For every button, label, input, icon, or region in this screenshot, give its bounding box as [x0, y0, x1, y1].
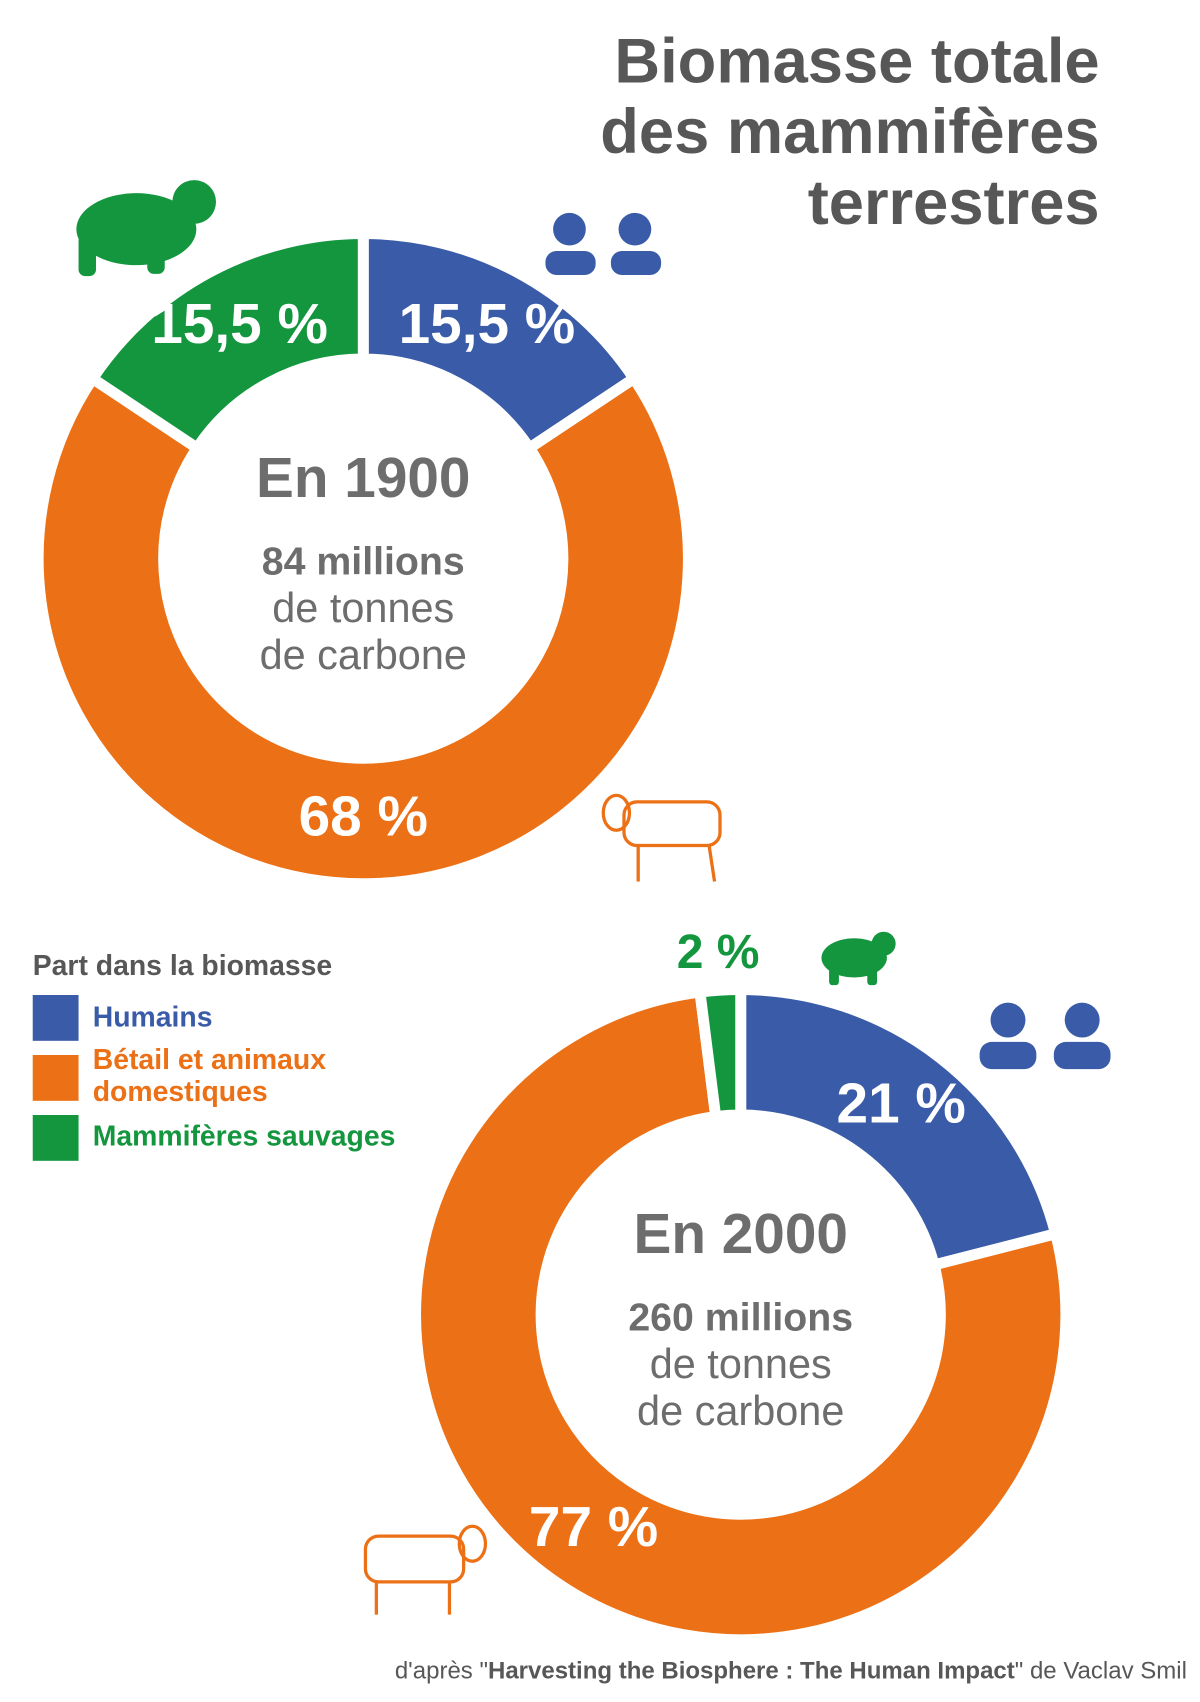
legend-swatch [32, 1115, 79, 1161]
legend-label: Mammifères sauvages [92, 1120, 396, 1153]
center-note: de tonnes [272, 584, 454, 631]
legend-label: Humains [92, 1001, 213, 1034]
donut-slice [693, 984, 747, 1123]
legend-swatch [32, 995, 79, 1041]
source-part: " de Vaclav Smil [1015, 1658, 1187, 1685]
source: d'après "Harvesting the Biosphere : The … [395, 1658, 1187, 1685]
title-line: Biomasse totale [614, 26, 1099, 96]
people-icon [979, 1002, 1111, 1070]
center-note: de carbone [260, 631, 467, 678]
center-title: En 1900 [256, 447, 470, 510]
donut-slice [85, 228, 369, 456]
legend-label: Bétail et animaux domestiques [92, 1044, 327, 1108]
source-part: d'après " [395, 1658, 488, 1685]
cow-icon [601, 793, 722, 882]
title: Biomasse totale des mammifères terrestre… [600, 26, 1099, 238]
icons [76, 180, 1111, 1615]
center-title: En 2000 [634, 1203, 848, 1266]
center-note: de carbone [637, 1387, 844, 1434]
source-part: Harvesting the Biosphere : The Human Imp… [488, 1658, 1015, 1685]
value-label: 15,5 % [151, 293, 328, 356]
bear-icon [76, 180, 216, 277]
people-icon [545, 212, 662, 275]
donut-slice [32, 370, 694, 890]
donut-slice [357, 228, 642, 456]
center-subtitle: 260 millions [628, 1295, 853, 1339]
donut-slice [735, 984, 1063, 1272]
center-note: de tonnes [650, 1340, 832, 1387]
legend-swatch [32, 1055, 79, 1101]
value-label: 21 % [837, 1073, 966, 1136]
value-label: 2 % [677, 926, 760, 979]
donut-slice [410, 986, 1072, 1646]
legend-title: Part dans la biomasse [33, 950, 332, 982]
title-line: terrestres [808, 168, 1100, 238]
title-line: des mammifères [600, 97, 1099, 167]
value-label: 15,5 % [399, 293, 576, 356]
cow-icon [363, 1524, 488, 1615]
bear-icon [821, 931, 896, 986]
legend: Part dans la biomasse Humains Bétail et … [32, 950, 396, 1161]
value-label: 68 % [299, 785, 428, 848]
value-label: 77 % [529, 1496, 658, 1559]
center-subtitle: 84 millions [262, 539, 465, 583]
